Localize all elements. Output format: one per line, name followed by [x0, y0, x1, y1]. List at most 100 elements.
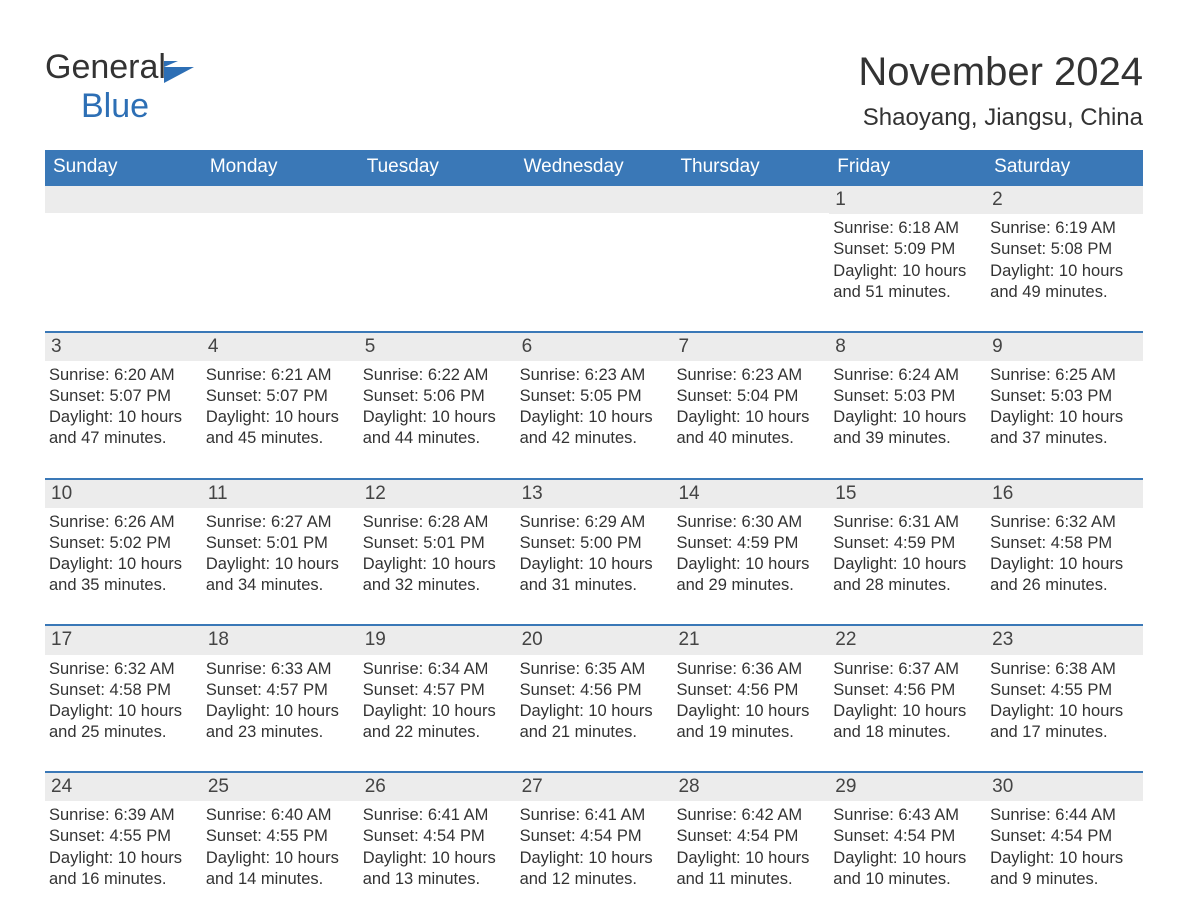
sunrise-text: Sunrise: 6:23 AM: [676, 365, 827, 386]
daylight2-text: and 51 minutes.: [833, 282, 984, 303]
week-row: 1Sunrise: 6:18 AMSunset: 5:09 PMDaylight…: [45, 186, 1143, 305]
day-body: Sunrise: 6:39 AMSunset: 4:55 PMDaylight:…: [45, 801, 202, 891]
daylight2-text: and 35 minutes.: [49, 575, 200, 596]
brand-logo-text: General Blue: [45, 50, 198, 123]
dow-thursday: Thursday: [672, 150, 829, 186]
page-subtitle: Shaoyang, Jiangsu, China: [858, 104, 1143, 132]
sunset-text: Sunset: 4:54 PM: [676, 826, 827, 847]
day-body: [202, 213, 359, 219]
day-body: Sunrise: 6:31 AMSunset: 4:59 PMDaylight:…: [829, 508, 986, 598]
sunrise-text: Sunrise: 6:32 AM: [49, 659, 200, 680]
sunrise-text: Sunrise: 6:42 AM: [676, 805, 827, 826]
day-cell: 12Sunrise: 6:28 AMSunset: 5:01 PMDayligh…: [359, 480, 516, 599]
daylight2-text: and 10 minutes.: [833, 869, 984, 890]
sunset-text: Sunset: 4:56 PM: [833, 680, 984, 701]
sunrise-text: Sunrise: 6:23 AM: [520, 365, 671, 386]
brand-logo: General Blue: [45, 50, 198, 123]
day-of-week-header: Sunday Monday Tuesday Wednesday Thursday…: [45, 150, 1143, 186]
page-root: General Blue November 2024 Shaoyang, Jia…: [0, 0, 1188, 922]
daylight1-text: Daylight: 10 hours: [206, 407, 357, 428]
daylight2-text: and 29 minutes.: [676, 575, 827, 596]
daylight1-text: Daylight: 10 hours: [990, 554, 1141, 575]
day-cell: 28Sunrise: 6:42 AMSunset: 4:54 PMDayligh…: [672, 773, 829, 892]
dow-monday: Monday: [202, 150, 359, 186]
day-number: 22: [829, 626, 986, 654]
sunset-text: Sunset: 4:58 PM: [990, 533, 1141, 554]
daylight2-text: and 17 minutes.: [990, 722, 1141, 743]
sunset-text: Sunset: 5:07 PM: [49, 386, 200, 407]
day-number: 24: [45, 773, 202, 801]
day-body: Sunrise: 6:23 AMSunset: 5:04 PMDaylight:…: [672, 361, 829, 451]
dow-tuesday: Tuesday: [359, 150, 516, 186]
sunrise-text: Sunrise: 6:37 AM: [833, 659, 984, 680]
daylight2-text: and 25 minutes.: [49, 722, 200, 743]
day-body: Sunrise: 6:20 AMSunset: 5:07 PMDaylight:…: [45, 361, 202, 451]
day-number: 26: [359, 773, 516, 801]
sunset-text: Sunset: 5:07 PM: [206, 386, 357, 407]
day-cell: 21Sunrise: 6:36 AMSunset: 4:56 PMDayligh…: [672, 626, 829, 745]
sunset-text: Sunset: 5:09 PM: [833, 239, 984, 260]
sunrise-text: Sunrise: 6:24 AM: [833, 365, 984, 386]
calendar: Sunday Monday Tuesday Wednesday Thursday…: [45, 150, 1143, 892]
day-body: Sunrise: 6:43 AMSunset: 4:54 PMDaylight:…: [829, 801, 986, 891]
week-row: 17Sunrise: 6:32 AMSunset: 4:58 PMDayligh…: [45, 624, 1143, 745]
sunset-text: Sunset: 4:54 PM: [520, 826, 671, 847]
day-cell: 27Sunrise: 6:41 AMSunset: 4:54 PMDayligh…: [516, 773, 673, 892]
daylight1-text: Daylight: 10 hours: [206, 554, 357, 575]
day-number: 30: [986, 773, 1143, 801]
daylight2-text: and 22 minutes.: [363, 722, 514, 743]
day-cell: 1Sunrise: 6:18 AMSunset: 5:09 PMDaylight…: [829, 186, 986, 305]
day-number: 2: [986, 186, 1143, 214]
day-cell: 14Sunrise: 6:30 AMSunset: 4:59 PMDayligh…: [672, 480, 829, 599]
day-number: [202, 186, 359, 213]
daylight1-text: Daylight: 10 hours: [363, 554, 514, 575]
daylight1-text: Daylight: 10 hours: [990, 701, 1141, 722]
day-cell: 16Sunrise: 6:32 AMSunset: 4:58 PMDayligh…: [986, 480, 1143, 599]
daylight1-text: Daylight: 10 hours: [990, 407, 1141, 428]
sunrise-text: Sunrise: 6:32 AM: [990, 512, 1141, 533]
day-cell: 18Sunrise: 6:33 AMSunset: 4:57 PMDayligh…: [202, 626, 359, 745]
day-number: 18: [202, 626, 359, 654]
day-cell: 19Sunrise: 6:34 AMSunset: 4:57 PMDayligh…: [359, 626, 516, 745]
daylight1-text: Daylight: 10 hours: [676, 407, 827, 428]
day-cell: 15Sunrise: 6:31 AMSunset: 4:59 PMDayligh…: [829, 480, 986, 599]
day-body: Sunrise: 6:36 AMSunset: 4:56 PMDaylight:…: [672, 655, 829, 745]
daylight1-text: Daylight: 10 hours: [833, 407, 984, 428]
day-cell: 5Sunrise: 6:22 AMSunset: 5:06 PMDaylight…: [359, 333, 516, 452]
sunrise-text: Sunrise: 6:36 AM: [676, 659, 827, 680]
sunrise-text: Sunrise: 6:27 AM: [206, 512, 357, 533]
day-body: Sunrise: 6:32 AMSunset: 4:58 PMDaylight:…: [45, 655, 202, 745]
sunset-text: Sunset: 5:02 PM: [49, 533, 200, 554]
daylight1-text: Daylight: 10 hours: [676, 554, 827, 575]
day-body: Sunrise: 6:33 AMSunset: 4:57 PMDaylight:…: [202, 655, 359, 745]
sunrise-text: Sunrise: 6:38 AM: [990, 659, 1141, 680]
sunrise-text: Sunrise: 6:44 AM: [990, 805, 1141, 826]
day-cell: 20Sunrise: 6:35 AMSunset: 4:56 PMDayligh…: [516, 626, 673, 745]
day-cell: [202, 186, 359, 305]
day-number: 19: [359, 626, 516, 654]
daylight1-text: Daylight: 10 hours: [49, 848, 200, 869]
day-cell: 17Sunrise: 6:32 AMSunset: 4:58 PMDayligh…: [45, 626, 202, 745]
day-cell: 6Sunrise: 6:23 AMSunset: 5:05 PMDaylight…: [516, 333, 673, 452]
daylight1-text: Daylight: 10 hours: [363, 848, 514, 869]
day-body: Sunrise: 6:32 AMSunset: 4:58 PMDaylight:…: [986, 508, 1143, 598]
sunrise-text: Sunrise: 6:34 AM: [363, 659, 514, 680]
title-block: November 2024 Shaoyang, Jiangsu, China: [858, 50, 1143, 132]
day-number: 10: [45, 480, 202, 508]
sunset-text: Sunset: 4:55 PM: [49, 826, 200, 847]
day-cell: 23Sunrise: 6:38 AMSunset: 4:55 PMDayligh…: [986, 626, 1143, 745]
day-body: Sunrise: 6:42 AMSunset: 4:54 PMDaylight:…: [672, 801, 829, 891]
sunset-text: Sunset: 5:05 PM: [520, 386, 671, 407]
day-number: 12: [359, 480, 516, 508]
day-number: 29: [829, 773, 986, 801]
sunset-text: Sunset: 4:57 PM: [363, 680, 514, 701]
sunrise-text: Sunrise: 6:18 AM: [833, 218, 984, 239]
day-number: 15: [829, 480, 986, 508]
day-body: Sunrise: 6:18 AMSunset: 5:09 PMDaylight:…: [829, 214, 986, 304]
day-body: Sunrise: 6:23 AMSunset: 5:05 PMDaylight:…: [516, 361, 673, 451]
day-number: 11: [202, 480, 359, 508]
day-number: [672, 186, 829, 213]
day-number: 1: [829, 186, 986, 214]
sunrise-text: Sunrise: 6:31 AM: [833, 512, 984, 533]
day-number: 16: [986, 480, 1143, 508]
